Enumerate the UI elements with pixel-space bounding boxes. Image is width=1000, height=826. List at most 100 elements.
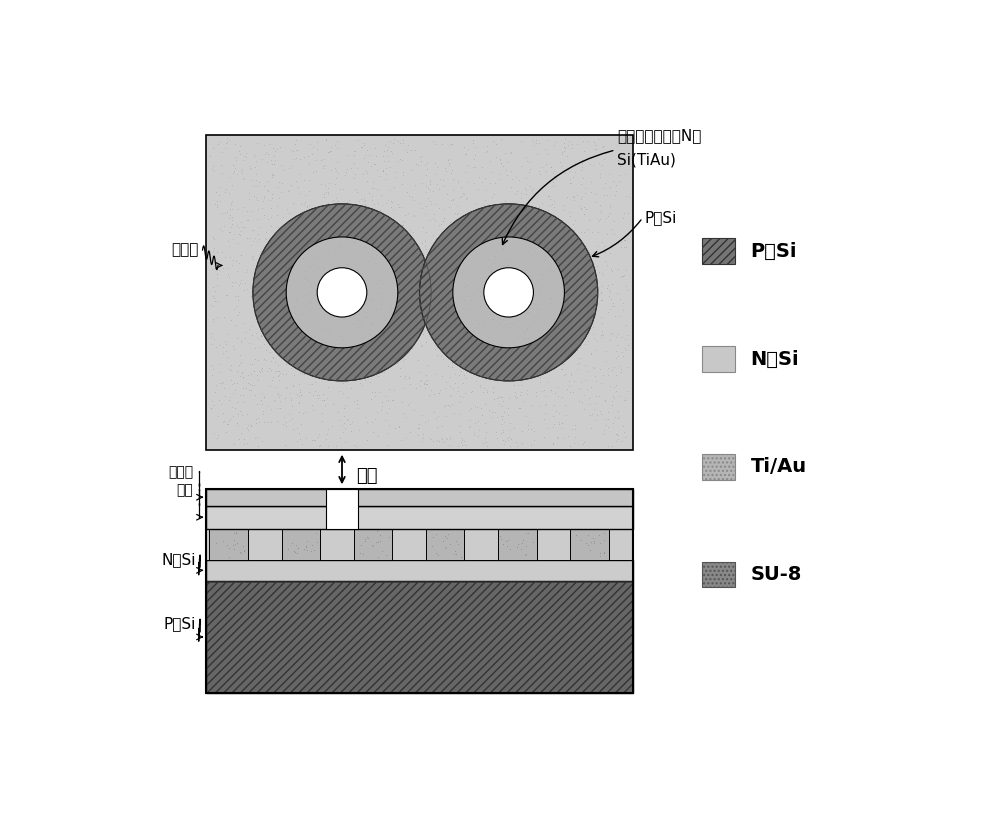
Point [534,308,550,321]
Point [346,317,362,330]
Point [394,276,410,289]
Point [477,228,493,241]
Point [434,234,450,247]
Point [511,272,527,285]
Point [268,336,284,349]
Point [221,415,237,428]
Point [456,434,472,448]
Point [326,289,342,302]
Point [510,274,526,287]
Point [576,207,592,221]
Point [353,140,369,154]
Point [526,334,542,347]
Point [524,133,540,146]
Point [346,235,362,249]
Point [335,333,351,346]
Point [562,172,578,185]
Point [470,357,486,370]
Point [427,213,443,226]
Point [450,439,466,453]
Point [228,525,244,539]
Point [311,290,327,303]
Point [305,140,321,153]
Point [478,363,494,377]
Point [429,177,445,190]
Point [540,291,556,304]
Point [519,339,535,353]
Point [559,150,575,163]
Point [416,376,432,389]
Point [518,200,534,213]
Point [313,260,329,273]
Point [590,282,606,296]
Point [526,287,542,301]
Point [374,311,390,324]
Point [223,221,239,234]
Point [520,423,536,436]
Point [514,365,530,378]
Point [512,388,528,401]
Point [355,306,371,320]
Point [370,197,386,210]
Point [236,172,252,185]
Point [321,269,337,282]
Point [327,292,343,305]
Point [270,180,286,193]
Point [366,182,382,195]
Point [588,344,604,357]
Point [313,301,329,314]
Point [337,373,353,386]
Point [462,302,478,316]
Point [499,301,515,314]
Point [499,285,515,298]
Point [218,425,234,439]
Point [226,526,242,539]
Point [284,257,300,270]
Point [417,375,433,388]
Point [502,320,518,333]
Point [431,301,447,314]
Point [222,208,238,221]
Point [320,381,336,394]
Point [339,316,355,329]
Point [573,202,589,216]
Point [373,292,389,305]
Point [602,198,618,211]
Point [502,417,518,430]
Point [336,409,352,422]
Point [549,213,565,226]
Point [434,420,450,433]
Point [436,202,452,216]
Point [592,198,608,211]
Point [291,254,307,267]
Point [556,358,572,371]
Point [244,378,260,392]
Point [540,287,556,301]
Point [242,357,258,370]
Point [236,544,252,557]
Point [205,141,221,154]
Point [431,387,447,400]
Point [386,325,402,338]
Point [603,293,619,306]
Point [495,291,511,304]
Point [506,202,522,216]
Point [228,254,244,268]
Point [495,248,511,261]
Point [470,430,486,443]
Point [463,249,479,262]
Point [461,420,477,433]
Point [230,236,246,249]
Point [596,153,612,166]
Point [502,287,518,300]
Point [292,367,308,380]
Point [553,159,569,173]
Point [535,282,551,295]
Point [358,342,374,355]
Point [565,386,581,399]
Point [226,542,242,555]
Point [320,181,336,194]
Point [483,363,499,376]
Point [419,156,435,169]
Point [327,278,343,291]
